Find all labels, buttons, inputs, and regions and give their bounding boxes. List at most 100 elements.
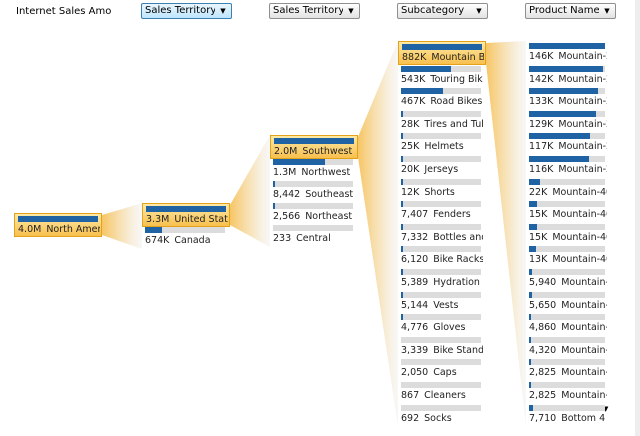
node-value: 882K bbox=[402, 52, 427, 63]
node-text: 5,940 Mountain-500 bbox=[529, 277, 607, 289]
bar-track bbox=[146, 206, 226, 212]
node-text: 5,144 Vests bbox=[401, 300, 483, 312]
node-label: Southwest bbox=[302, 146, 353, 157]
tree-node-hydration-packs[interactable]: 5,389 Hydration Packs bbox=[398, 267, 486, 291]
tree-node-mountain-500[interactable]: 2,825 Mountain-500 bbox=[526, 380, 610, 404]
node-text: 12K Shorts bbox=[401, 187, 483, 199]
node-label: Mountain-500 bbox=[561, 390, 607, 401]
node-text: 129K Mountain-200 bbox=[529, 119, 607, 131]
dropdown-sales-territory-country[interactable]: Sales Territory Cou ▼ bbox=[141, 3, 232, 19]
tree-node-socks[interactable]: 692 Socks bbox=[398, 403, 486, 427]
node-text: 117K Mountain-200 bbox=[529, 141, 607, 153]
dropdown-product-name[interactable]: Product Name ▼ bbox=[525, 3, 616, 19]
tree-node-bottles-and-cages[interactable]: 7,332 Bottles and Cages bbox=[398, 222, 486, 246]
dropdown-subcategory[interactable]: Subcategory ▼ bbox=[397, 3, 488, 19]
tree-node-tires-and-tubes[interactable]: 28K Tires and Tubes bbox=[398, 109, 486, 133]
tree-node-mountain-200[interactable]: 129K Mountain-200 bbox=[526, 109, 610, 133]
bar-track bbox=[529, 314, 605, 320]
node-value: 15K bbox=[529, 232, 548, 243]
tree-node-mountain-200[interactable]: 117K Mountain-200 bbox=[526, 131, 610, 155]
bar-track bbox=[273, 225, 353, 231]
tree-node-mountain-200[interactable]: 146K Mountain-200 bbox=[526, 41, 610, 65]
node-value: 2.0M bbox=[274, 146, 298, 157]
bar-fill bbox=[401, 111, 403, 117]
tree-node-mountain-bikes[interactable]: 882K Mountain Bikes bbox=[398, 41, 486, 65]
node-value: 7,407 bbox=[401, 209, 429, 220]
tree-node-road-bikes[interactable]: 467K Road Bikes bbox=[398, 86, 486, 110]
tree-node-mountain-500[interactable]: 2,825 Mountain-500 bbox=[526, 357, 610, 381]
tree-node-cleaners[interactable]: 867 Cleaners bbox=[398, 380, 486, 404]
bar-fill bbox=[145, 227, 162, 233]
tree-node-mountain-500[interactable]: 4,320 Mountain-500 bbox=[526, 335, 610, 359]
dropdown-sales-territory-region[interactable]: Sales Territory Reg ▼ bbox=[269, 3, 360, 19]
node-text: 2,566 Northeast bbox=[273, 211, 355, 223]
bar-track bbox=[529, 111, 605, 117]
node-label: Mountain-200 bbox=[558, 164, 607, 175]
tree-node-mountain-400-w[interactable]: 15K Mountain-400-W bbox=[526, 199, 610, 223]
vertical-scrollbar[interactable] bbox=[635, 0, 640, 436]
tree-node-mountain-500[interactable]: 5,940 Mountain-500 bbox=[526, 267, 610, 291]
more-triangle-down-icon[interactable]: ▼ bbox=[603, 405, 609, 413]
bar-track bbox=[401, 359, 481, 365]
bar-track bbox=[529, 201, 605, 207]
tree-node-mountain-500[interactable]: 4,860 Mountain-500 bbox=[526, 312, 610, 336]
node-text: 867 Cleaners bbox=[401, 390, 483, 402]
tree-node-helmets[interactable]: 25K Helmets bbox=[398, 131, 486, 155]
tree-node-canada[interactable]: 674K Canada bbox=[142, 225, 230, 249]
node-label: Gloves bbox=[433, 322, 466, 333]
tree-node-bottom-4[interactable]: 7,710 Bottom 4 bbox=[526, 403, 610, 427]
tree-node-fenders[interactable]: 7,407 Fenders bbox=[398, 199, 486, 223]
bar-track bbox=[401, 269, 481, 275]
bar-track bbox=[529, 405, 605, 411]
tree-node-mountain-200[interactable]: 133K Mountain-200 bbox=[526, 86, 610, 110]
tree-node-caps[interactable]: 2,050 Caps bbox=[398, 357, 486, 381]
node-text: 882K Mountain Bikes bbox=[402, 52, 484, 64]
bar-track bbox=[273, 203, 353, 209]
tree-node-northeast[interactable]: 2,566 Northeast bbox=[270, 201, 358, 225]
node-value: 674K bbox=[145, 235, 170, 246]
tree-node-northwest[interactable]: 1.3M Northwest bbox=[270, 157, 358, 181]
node-label: Mountain-200 bbox=[558, 96, 607, 107]
node-label: Mountain-500 bbox=[561, 345, 607, 356]
dropdown-label: Sales Territory Reg bbox=[273, 5, 343, 16]
tree-node-southwest[interactable]: 2.0M Southwest bbox=[270, 135, 358, 159]
tree-node-mountain-200[interactable]: 142K Mountain-200 bbox=[526, 64, 610, 88]
node-text: 28K Tires and Tubes bbox=[401, 119, 483, 131]
tree-node-mountain-400-w[interactable]: 13K Mountain-400-W bbox=[526, 244, 610, 268]
tree-node-vests[interactable]: 5,144 Vests bbox=[398, 290, 486, 314]
node-value: 142K bbox=[529, 74, 554, 85]
node-text: 4.0M North America bbox=[18, 224, 100, 236]
node-text: 25K Helmets bbox=[401, 141, 483, 153]
bar-fill bbox=[401, 201, 403, 207]
tree-node-north-america[interactable]: 4.0M North America bbox=[14, 213, 102, 237]
node-label: Shorts bbox=[424, 187, 455, 198]
triangle-down-icon: ▼ bbox=[220, 7, 226, 15]
tree-node-mountain-400-w[interactable]: 15K Mountain-400-W bbox=[526, 222, 610, 246]
tree-node-bike-racks[interactable]: 6,120 Bike Racks bbox=[398, 244, 486, 268]
node-text: 543K Touring Bikes bbox=[401, 74, 483, 86]
tree-node-mountain-500[interactable]: 5,650 Mountain-500 bbox=[526, 290, 610, 314]
node-text: 22K Mountain-400-W bbox=[529, 187, 607, 199]
tree-node-bike-stands[interactable]: 3,339 Bike Stands bbox=[398, 335, 486, 359]
node-text: 7,710 Bottom 4 bbox=[529, 413, 607, 425]
tree-node-central[interactable]: 233 Central bbox=[270, 223, 358, 247]
node-value: 2,050 bbox=[401, 367, 429, 378]
tree-node-mountain-400-w[interactable]: 22K Mountain-400-W bbox=[526, 177, 610, 201]
bar-track bbox=[529, 43, 605, 49]
bar-track bbox=[402, 44, 482, 50]
tree-node-mountain-200[interactable]: 116K Mountain-200 bbox=[526, 154, 610, 178]
bar-fill bbox=[401, 133, 403, 139]
tree-node-shorts[interactable]: 12K Shorts bbox=[398, 177, 486, 201]
tree-node-gloves[interactable]: 4,776 Gloves bbox=[398, 312, 486, 336]
bar-track bbox=[401, 66, 481, 72]
tree-node-southeast[interactable]: 8,442 Southeast bbox=[270, 179, 358, 203]
bar-track bbox=[401, 246, 481, 252]
bar-fill bbox=[529, 156, 589, 162]
tree-node-jerseys[interactable]: 20K Jerseys bbox=[398, 154, 486, 178]
node-text: 3,339 Bike Stands bbox=[401, 345, 483, 357]
tree-node-united-states[interactable]: 3.3M United States bbox=[142, 203, 230, 227]
node-label: North America bbox=[46, 224, 100, 235]
tree-node-touring-bikes[interactable]: 543K Touring Bikes bbox=[398, 64, 486, 88]
